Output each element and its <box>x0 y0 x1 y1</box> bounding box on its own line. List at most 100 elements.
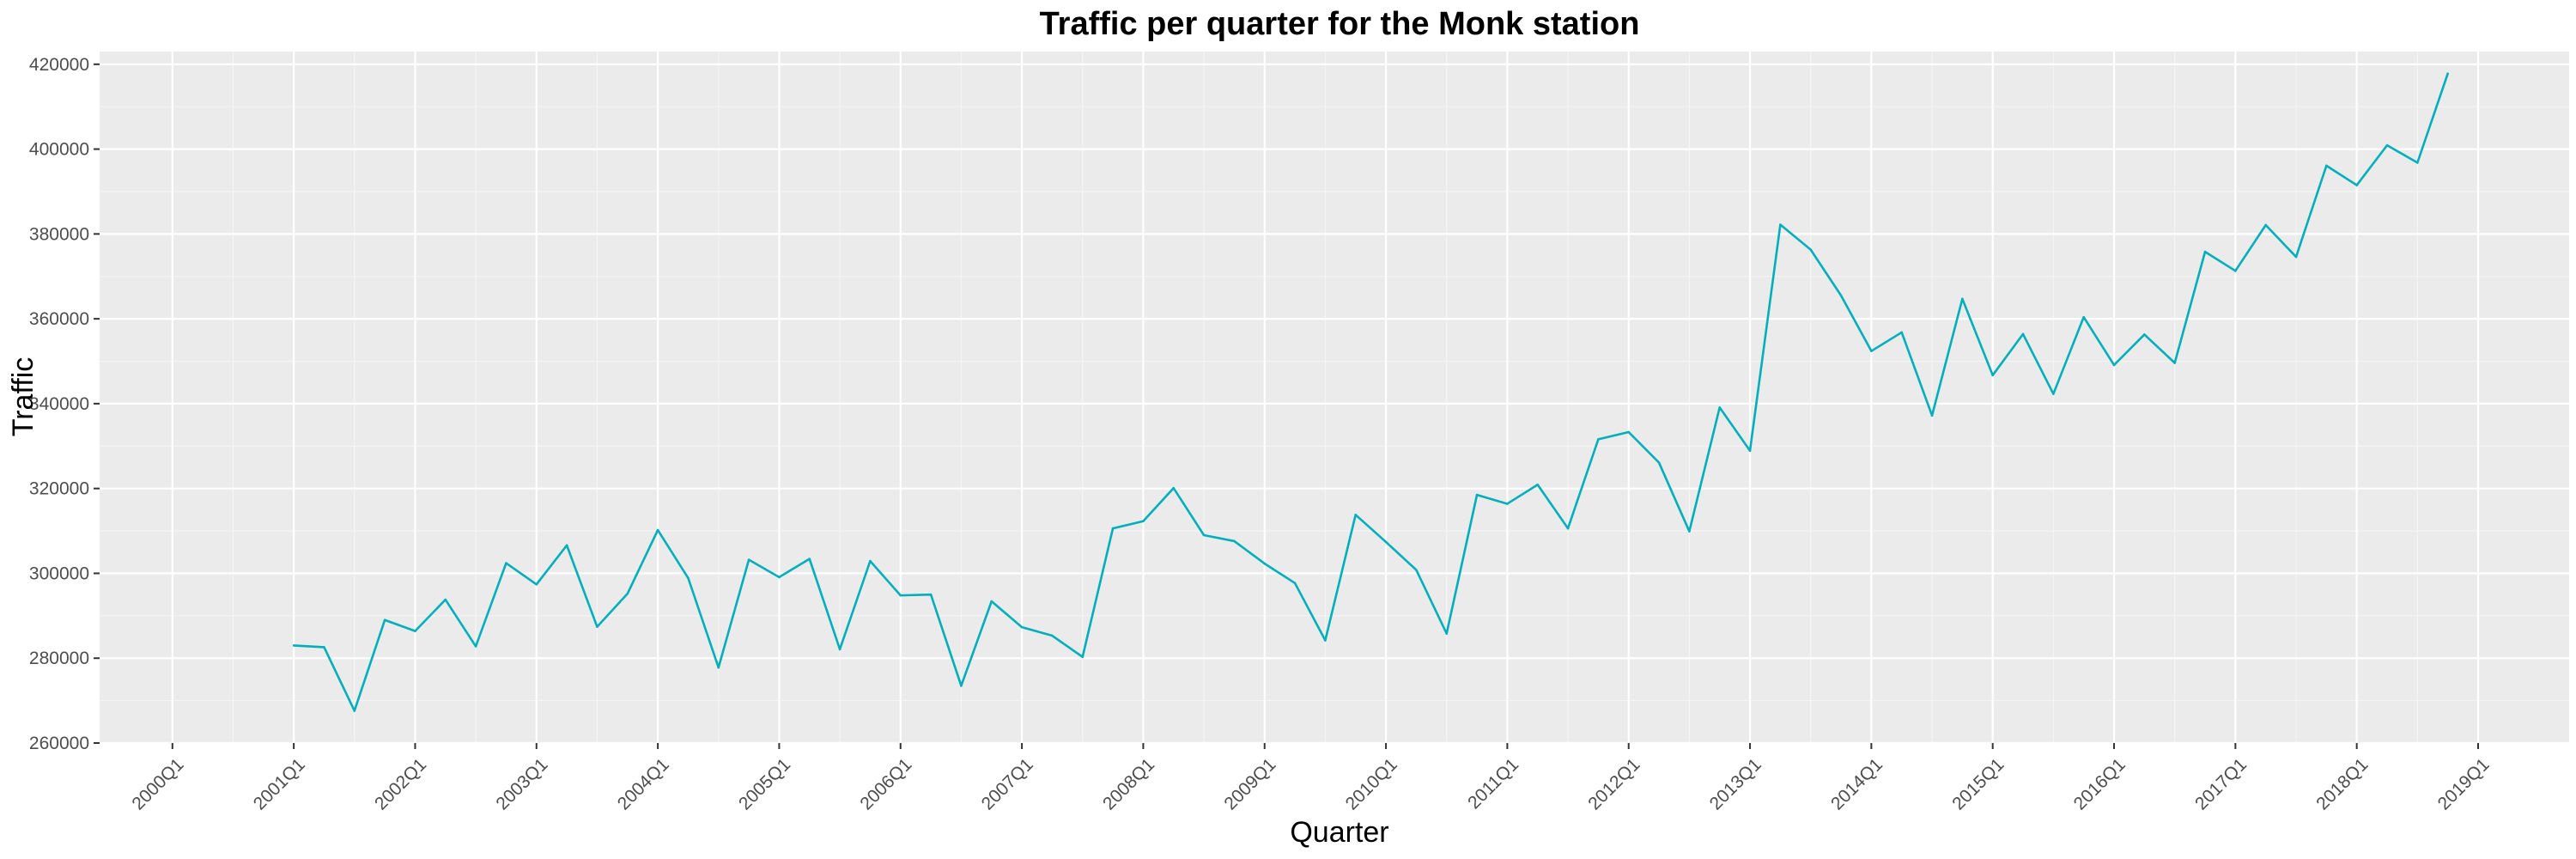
data-point <box>2203 250 2207 253</box>
data-point <box>1142 520 1145 523</box>
data-point <box>1991 374 1994 377</box>
data-point <box>1202 533 1206 537</box>
data-point <box>2416 161 2419 164</box>
x-tick-label: 2002Q1 <box>371 754 430 813</box>
data-point <box>626 592 629 595</box>
data-point <box>1081 655 1084 659</box>
y-tick-label: 380000 <box>29 224 89 244</box>
series-group <box>292 72 2449 712</box>
x-tick-label: 2012Q1 <box>1584 754 1643 813</box>
data-point <box>2112 363 2116 367</box>
y-tick-label: 260000 <box>29 734 89 753</box>
x-tick-label: 2008Q1 <box>1099 754 1158 813</box>
y-tick-label: 280000 <box>29 649 89 668</box>
x-tick-label: 2017Q1 <box>2191 754 2251 813</box>
y-axis: 260000 280000 300000 320000 340000 360000 3800… <box>29 55 100 753</box>
y-tick-label: 300000 <box>29 564 89 583</box>
data-point <box>323 646 325 649</box>
data-point <box>778 576 781 579</box>
minor-y-gridlines <box>100 106 2569 702</box>
data-point <box>1688 530 1691 533</box>
data-point <box>2325 164 2328 168</box>
x-tick-label: 2001Q1 <box>250 754 309 813</box>
data-point <box>292 644 295 647</box>
data-point <box>869 559 872 563</box>
x-tick-label: 2011Q1 <box>1464 754 1522 813</box>
data-point <box>596 625 598 628</box>
data-point <box>1870 350 1873 352</box>
x-tick-label: 2015Q1 <box>1948 754 2008 813</box>
data-point <box>1020 625 1024 629</box>
data-point <box>899 594 902 597</box>
data-point <box>838 648 841 651</box>
data-point <box>1961 297 1964 301</box>
data-point <box>960 685 963 687</box>
data-point <box>474 645 477 648</box>
data-point <box>1657 461 1661 464</box>
data-point <box>1172 486 1176 490</box>
x-tick-label: 2009Q1 <box>1220 754 1279 813</box>
y-axis-title: Traffic <box>7 357 39 437</box>
y-tick-label: 360000 <box>29 309 89 329</box>
data-point <box>1597 438 1600 441</box>
major-y-gridlines <box>100 63 2569 745</box>
x-axis-title: Quarter <box>1290 816 1388 849</box>
data-point <box>1263 562 1267 565</box>
data-point <box>565 544 568 547</box>
data-point <box>1051 634 1054 637</box>
data-point <box>656 528 659 532</box>
data-point <box>1536 483 1540 486</box>
data-point <box>1930 414 1934 417</box>
data-point <box>2355 184 2358 186</box>
y-tick-label: 340000 <box>29 394 89 414</box>
data-point <box>444 598 447 601</box>
data-point <box>2264 223 2267 227</box>
minor-x-gridlines <box>232 52 2418 743</box>
data-point <box>2173 362 2176 364</box>
data-point <box>2446 72 2449 75</box>
data-point <box>353 710 356 712</box>
plot-panel <box>100 52 2569 743</box>
data-point <box>717 666 720 669</box>
x-tick-label: 2016Q1 <box>2070 754 2129 813</box>
data-point <box>1748 449 1752 453</box>
data-point <box>929 593 933 596</box>
data-point <box>535 582 538 586</box>
data-point <box>1779 223 1782 226</box>
data-point <box>1384 540 1388 544</box>
data-point <box>687 576 690 580</box>
chart-title: Traffic per quarter for the Monk station <box>1040 6 1640 42</box>
x-tick-label: 2003Q1 <box>492 754 551 813</box>
data-point <box>2294 255 2298 259</box>
x-tick-label: 2010Q1 <box>1342 754 1401 813</box>
x-tick-label: 2005Q1 <box>735 754 794 813</box>
data-point <box>2052 393 2055 395</box>
data-point <box>2234 270 2237 272</box>
data-point <box>1475 493 1479 497</box>
x-tick-label: 2014Q1 <box>1827 754 1886 813</box>
x-tick-label: 2007Q1 <box>978 754 1037 813</box>
data-point <box>1111 527 1115 530</box>
data-point <box>505 562 507 564</box>
data-point <box>2143 333 2146 336</box>
x-tick-label: 2019Q1 <box>2434 754 2494 813</box>
x-tick-label: 2013Q1 <box>1706 754 1765 813</box>
y-tick-label: 420000 <box>29 55 89 75</box>
data-point <box>2082 315 2085 319</box>
x-tick-label: 2004Q1 <box>614 754 673 813</box>
x-tick-label: 2018Q1 <box>2312 754 2372 813</box>
traffic-line <box>294 73 2449 712</box>
data-point <box>1809 248 1813 251</box>
data-point <box>1627 430 1631 434</box>
data-point <box>1900 331 1904 334</box>
x-tick-label: 2000Q1 <box>128 754 187 813</box>
data-point <box>1324 639 1327 642</box>
data-point <box>383 618 386 622</box>
x-axis: 2000Q1 2001Q1 2002Q1 2003Q1 2004Q1 2005Q1 2006… <box>128 743 2494 814</box>
data-point <box>414 630 416 632</box>
data-point <box>1354 514 1358 516</box>
data-point <box>2385 143 2389 147</box>
data-point <box>1839 294 1843 297</box>
data-point <box>1718 406 1722 409</box>
data-point <box>1233 539 1236 543</box>
